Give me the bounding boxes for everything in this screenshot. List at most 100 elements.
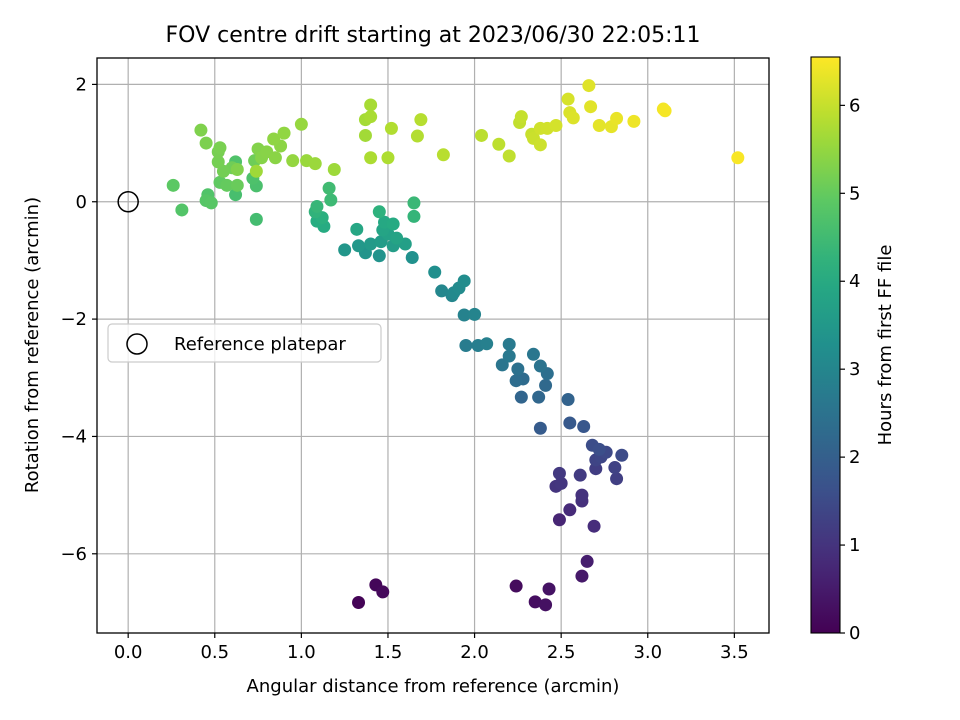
data-point [584,100,598,114]
data-point [502,149,516,163]
data-point [549,118,563,132]
data-point [277,126,291,140]
data-point [610,472,624,486]
data-point [563,503,577,517]
data-point [514,390,528,404]
data-point [175,203,189,217]
x-axis-label: Angular distance from reference (arcmin) [247,676,620,697]
data-point [364,110,378,124]
x-tick-label: 3.5 [720,642,749,663]
data-point [658,104,672,118]
data-point [492,137,506,151]
data-point [213,141,227,155]
data-point [575,488,589,502]
x-tick-label: 0.5 [200,642,229,663]
data-point [457,274,471,288]
colorbar-tick-label: 1 [849,535,860,556]
y-axis-ticks: −6 −4 −2 0 2 [60,74,97,565]
data-point [608,461,622,475]
data-point [338,243,352,257]
data-point [267,132,281,146]
data-points [166,79,745,612]
x-tick-label: 2.0 [460,642,489,663]
y-tick-label: −4 [60,426,87,447]
data-point [372,249,386,263]
colorbar-tick-label: 3 [849,359,860,380]
data-point [573,468,587,482]
data-point [627,114,641,128]
data-point [468,307,482,321]
plot-area-frame [96,57,770,634]
legend-marker-open-circle [126,333,148,355]
colorbar-label: Hours from first FF file [875,245,896,446]
data-point [587,519,601,533]
data-point [592,118,606,132]
data-point [386,217,400,231]
data-point [294,117,308,131]
data-point [561,392,575,406]
data-point [249,212,263,226]
data-point [384,121,398,135]
reference-platepar-marker [117,191,139,213]
data-point [435,284,449,298]
data-point [480,337,494,351]
data-point [552,513,566,527]
data-point [324,193,338,207]
data-point [514,110,528,124]
data-point [327,162,341,176]
data-point [372,205,386,219]
data-point [542,582,556,596]
data-point [592,442,606,456]
data-point [199,136,213,150]
legend-label-reference-platepar: Reference platepar [174,334,346,355]
data-point [457,308,471,322]
data-point [526,347,540,361]
colorbar [810,56,841,634]
legend: Reference platepar [107,323,382,363]
data-point [509,374,523,388]
data-point [561,92,575,106]
data-point [577,419,591,433]
colorbar-tick-label: 2 [849,447,860,468]
data-point [381,151,395,165]
data-point [407,209,421,223]
x-tick-label: 1.0 [287,642,316,663]
x-axis-ticks: 0.0 0.5 1.0 1.5 2.0 2.5 3.0 3.5 [114,633,749,663]
data-point [533,138,547,152]
x-tick-label: 2.5 [547,642,576,663]
data-point [230,178,244,192]
data-point [436,148,450,162]
data-point [539,598,553,612]
data-point [194,123,208,137]
colorbar-tick-label: 5 [849,183,860,204]
data-point [204,196,218,210]
data-point [286,154,300,168]
y-tick-label: −6 [60,544,87,565]
data-point [575,569,589,583]
x-tick-label: 1.5 [374,642,403,663]
colorbar-tick-label: 4 [849,271,860,292]
data-point [511,362,525,376]
data-point [539,378,553,392]
data-point [731,151,745,165]
data-point [554,476,568,490]
data-point [390,231,404,245]
y-tick-label: 0 [76,192,87,213]
data-point [364,151,378,165]
data-point [249,164,263,178]
data-point [532,390,546,404]
data-point [364,237,378,251]
data-point [352,239,366,253]
data-point [310,199,324,213]
data-point [615,448,629,462]
reference-marker [117,191,139,213]
data-point [166,178,180,192]
data-point [502,337,516,351]
y-tick-label: 2 [76,74,87,95]
colorbar-ticks: 0 1 2 3 4 5 6 [840,95,860,644]
data-point [428,265,442,279]
data-point [502,349,516,363]
y-axis-label: Rotation from reference (arcmin) [22,197,43,493]
data-point [459,339,473,352]
data-point [582,79,596,93]
